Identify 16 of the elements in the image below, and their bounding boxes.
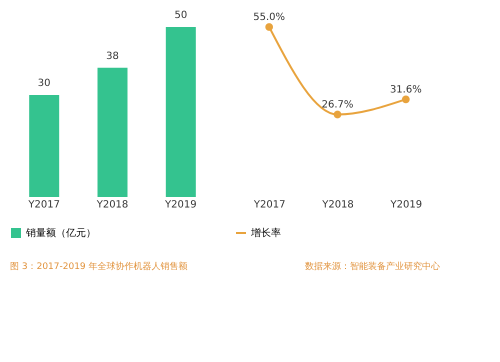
x-tick-label: Y2019 [164,200,197,210]
data-label: 30 [38,78,51,89]
source-note: 数据来源：智能装备产业研究中心 [305,261,440,272]
x-tick-label: Y2018 [321,200,354,210]
legend-label: 增长率 [250,227,281,239]
data-label: 31.6% [390,84,422,96]
x-tick-label: Y2018 [96,200,128,210]
legend-label: 销量额（亿元） [25,227,96,239]
x-tick-label: Y2019 [390,200,422,210]
x-tick-label: Y2017 [252,200,286,210]
x-tick-label: Y2017 [27,200,60,210]
data-label: 38 [106,50,119,62]
data-label: 55.0% [253,12,286,23]
data-label: 26.7% [322,99,354,110]
data-label: 50 [174,10,188,21]
caption: 图 3：2017-2019 年全球协作机器人销售额 [10,261,188,272]
